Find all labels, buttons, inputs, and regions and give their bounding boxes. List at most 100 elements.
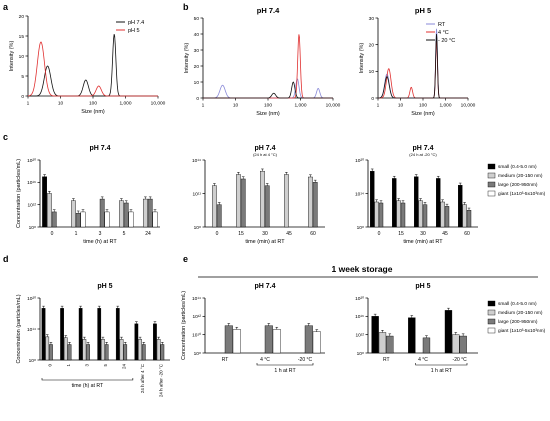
bar-d-6-1 [156,339,161,361]
y-tick-label: 50 [194,16,200,22]
bar-c3-3-0 [436,178,441,228]
legend-swatch [487,309,496,316]
series-line-4-c [378,39,468,99]
x-tick-label: 4 °C [260,357,270,363]
x-tick-label: 30 [420,231,426,237]
bar-c2-0-2 [216,204,222,228]
legend-swatch [487,163,496,170]
x-axis-title: 1 h at RT [274,368,296,374]
bar-c1-3-1 [118,200,124,228]
series-line-ph-5 [27,41,158,97]
x-axis-bracket [256,363,314,366]
bar-d-4-2 [123,344,128,361]
x-axis-title: time (min) at RT [245,239,285,245]
bar-e2-0-1 [378,332,387,354]
bar-c3-4-1 [462,204,467,228]
legend-swatch [487,190,496,197]
x-tick-label: 5 [123,231,126,237]
x-tick-label: 0 [378,231,381,237]
bar-d-5-0 [134,323,139,361]
y-tick-label: 10¹¹ [192,191,201,197]
legend-swatch [487,327,496,334]
x-axis-title: time (h) at RT [83,239,117,245]
chart-c3: 10⁸ 10¹⁴ 10²⁰ 0 15 30 45 60 pH 7.4(24 h at -20 °… [355,145,478,245]
panel-letter-e: e [183,254,188,264]
y-tick-label: 20 [194,64,200,70]
y-tick-label: 10⁸ [194,225,201,231]
y-tick-label: 10¹⁰ [192,332,201,338]
legend-label: - 20 °C [438,38,455,44]
chart-subtitle: (24 h at -20 °C) [409,152,437,157]
x-tick-label: 5 [103,364,108,367]
bar-c3-2-0 [414,176,419,228]
bar-d-0-0 [41,308,46,361]
y-tick-label: 10¹⁶ [355,314,364,320]
bar-d-1-2 [67,344,72,361]
chart-e1: 10⁸ 10¹⁰ 10¹² 10¹⁴ RT 4 °C -20 °C pH 7.4 Concent… [181,283,325,374]
x-tick-label: 1,000 [119,101,131,107]
y-tick-label: 20 [369,42,375,48]
y-tick-label: 10¹⁴ [192,158,201,164]
y-axis-title: Intensity (%) [359,43,365,74]
y-tick-label: 5 [21,74,24,80]
bar-e2-2-1 [452,334,460,354]
x-tick-label: 10,000 [461,103,476,109]
x-tick-label: 10 [58,101,64,107]
legend-label: large (200-950nm) [498,182,538,188]
y-tick-label: 30 [194,48,200,54]
x-tick-label: RT [222,357,229,363]
chart-title: pH 7.4 [257,6,280,15]
bar-d-6-0 [153,323,157,361]
x-axis-bracket [41,378,134,381]
panel-letter-d: d [3,254,9,264]
panel-letter-a: a [3,2,9,12]
bar-c2-1-1 [235,174,241,228]
legend-particle-size-e: small (0.4-5.0 nm) medium (20-150 nm) larg… [487,300,546,334]
bar-e2-0-2 [386,335,394,354]
bar-c1-0-2 [51,211,57,228]
y-tick-label: 10¹⁴ [192,296,201,302]
panel-letter-b: b [183,2,189,12]
x-tick-label: 1 [75,231,78,237]
chart-title: pH 5 [415,6,431,15]
y-axis-title: Intensity (%) [184,43,190,74]
x-tick-label: 3 [99,231,102,237]
legend-label: medium (20-150 nm) [498,173,543,179]
bar-d-0-2 [49,344,53,361]
x-axis-title: Size (nm) [81,109,105,115]
bar-c2-2-2 [264,185,270,228]
x-tick-label: 60 [464,231,470,237]
chart-title: pH 7.4 [254,283,275,290]
chart-a: 1 10 100 1,000 10,000 0 5 10 15 20 Size (nm) Intens… [9,14,166,115]
bar-e2-0-0 [371,316,379,354]
x-axis-title: 1 h at RT [431,368,453,374]
bar-c3-3-1 [440,201,445,228]
y-axis-title: Concentration (particles/mL) [16,294,22,363]
legend-particle-size-c: small (0.4-5.0 nm) medium (20-150 nm) larg… [487,163,546,197]
legend-label: RT [438,22,446,28]
y-tick-label: 10²⁰ [27,296,36,302]
bar-c3-4-0 [458,185,463,228]
legend-label: 4 °C [438,30,449,36]
y-tick-label: 10¹² [192,314,201,320]
y-tick-label: 40 [194,32,200,38]
bar-c1-1-3 [80,211,86,228]
storage-banner: 1 week storage [332,264,393,274]
bar-c1-3-3 [128,211,134,228]
x-tick-label: 10 [398,103,404,109]
x-tick-label: 24 [145,231,151,237]
y-tick-label: 15 [19,34,25,40]
bar-e1-2-3 [312,331,321,354]
bar-d-5-2 [141,344,146,361]
x-tick-label: 1 [66,364,71,367]
y-axis-title: Concentration (particles/mL) [16,159,22,228]
chart-subtitle: (24 h at 4 °C) [253,152,278,157]
bar-e2-1-2 [422,337,431,354]
y-tick-label: 0 [21,94,24,100]
x-tick-label: 1 [377,103,380,109]
x-axis-title: Size (nm) [256,111,280,117]
bar-c3-0-0 [370,170,375,228]
bar-c1-3-2 [123,202,129,228]
